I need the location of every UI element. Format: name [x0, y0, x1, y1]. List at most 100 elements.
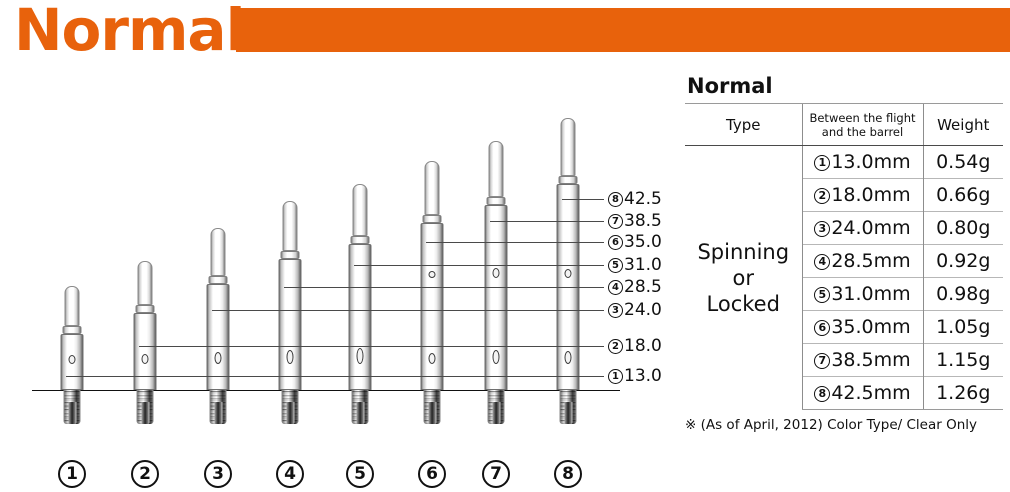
- measurement-value-5: 31.0: [624, 255, 662, 275]
- shaft-screw-thread: [136, 390, 154, 424]
- cell-length-5: 5 31.0mm: [801, 277, 923, 311]
- shaft-index-2: 2: [131, 460, 159, 488]
- table-row: 4 28.5mm 0.92g: [685, 244, 1003, 278]
- cell-length-1: 1 13.0mm: [801, 145, 923, 179]
- measurement-index-8: 8: [608, 191, 623, 207]
- shaft-body: [133, 313, 157, 390]
- column-header-between-line1: Between the flight: [809, 110, 916, 125]
- dart-shaft-6: [412, 161, 452, 424]
- column-header-between-line2: and the barrel: [821, 124, 904, 139]
- baseline-rule: [32, 390, 620, 391]
- shaft-flight-holder: [424, 161, 440, 215]
- measurement-index-5: 5: [608, 257, 623, 273]
- spec-table-panel: Normal Type Between the flight and the b…: [685, 74, 1005, 433]
- row-length-value-5: 31.0mm: [831, 283, 911, 305]
- leader-line-8: [562, 199, 604, 200]
- shaft-view-hole: [492, 350, 500, 364]
- measurement-value-1: 13.0: [624, 366, 662, 386]
- row-index-3: 3: [814, 221, 831, 237]
- dart-shaft-2: [125, 261, 165, 424]
- measurement-value-7: 38.5: [624, 211, 662, 231]
- shaft-flight-holder: [352, 184, 368, 236]
- measurement-index-4: 4: [608, 279, 623, 295]
- row-index-2: 2: [814, 188, 831, 204]
- shaft-index-3: 3: [204, 460, 232, 488]
- measurement-label-7: 7 38.5: [608, 210, 662, 232]
- row-index-4: 4: [814, 254, 831, 270]
- shaft-index-4: 4: [276, 460, 304, 488]
- spec-table: Type Between the flight and the barrel W…: [685, 103, 1003, 410]
- row-length-value-2: 18.0mm: [831, 184, 911, 206]
- leader-line-2: [139, 346, 604, 347]
- shaft-collar-ring: [422, 215, 442, 223]
- cell-length-7: 7 38.5mm: [801, 343, 923, 377]
- cell-length-2: 2 18.0mm: [801, 178, 923, 212]
- measurement-label-1: 1 13.0: [608, 365, 662, 387]
- shaft-view-hole: [286, 350, 294, 364]
- table-row: 5 31.0mm 0.98g: [685, 277, 1003, 311]
- row-length-value-1: 13.0mm: [831, 151, 911, 173]
- shaft-screw-thread: [559, 390, 577, 424]
- shaft-screw-thread: [487, 390, 505, 424]
- spec-table-footnote: ※ (As of April, 2012) Color Type/ Clear …: [685, 417, 977, 433]
- shaft-body: [206, 284, 230, 390]
- cell-type-value: Spinning or Locked: [685, 146, 802, 410]
- measurement-label-6: 6 35.0: [608, 231, 662, 253]
- column-header-type: Type: [685, 103, 802, 146]
- shaft-collar-ring: [62, 326, 82, 334]
- row-index-6: 6: [814, 320, 831, 336]
- type-value-line2: or: [732, 265, 754, 290]
- shaft-collar-ring: [280, 251, 300, 259]
- shaft-flight-holder: [282, 201, 298, 251]
- shaft-collar-ring: [350, 236, 370, 244]
- leader-line-1: [66, 376, 604, 377]
- shaft-screw-thread: [209, 390, 227, 424]
- cell-length-3: 3 24.0mm: [801, 211, 923, 245]
- row-length-value-8: 42.5mm: [831, 382, 911, 404]
- header-accent-bar: [236, 8, 1010, 52]
- shaft-view-hole: [141, 354, 149, 364]
- measurement-value-2: 18.0: [624, 336, 662, 356]
- cell-weight-6: 1.05g: [922, 310, 1003, 344]
- table-row: 6 35.0mm 1.05g: [685, 310, 1003, 344]
- dart-shaft-3: [198, 228, 238, 424]
- page-header: Normal: [0, 0, 1010, 64]
- spec-table-head: Type Between the flight and the barrel W…: [685, 103, 1003, 146]
- measurement-index-1: 1: [608, 368, 623, 384]
- shaft-view-hole: [68, 355, 76, 364]
- column-header-between: Between the flight and the barrel: [801, 103, 923, 146]
- shaft-index-8: 8: [554, 460, 582, 488]
- leader-line-6: [426, 242, 604, 243]
- shaft-view-hole: [564, 351, 572, 364]
- shaft-flight-holder: [488, 141, 504, 197]
- dart-shaft-5: [340, 184, 380, 424]
- shaft-index-5: 5: [346, 460, 374, 488]
- column-header-weight: Weight: [922, 103, 1003, 146]
- cell-weight-4: 0.92g: [922, 244, 1003, 278]
- measurement-label-8: 8 42.5: [608, 188, 662, 210]
- shaft-view-hole-upper: [492, 268, 500, 278]
- type-value-line1: Spinning: [697, 239, 790, 264]
- shaft-collar-ring: [558, 176, 578, 184]
- measurement-value-3: 24.0: [624, 300, 662, 320]
- table-row: 7 38.5mm 1.15g: [685, 343, 1003, 377]
- measurement-label-5: 5 31.0: [608, 254, 662, 276]
- shaft-collar-ring: [208, 276, 228, 284]
- row-index-7: 7: [814, 353, 831, 369]
- measurement-label-4: 4 28.5: [608, 276, 662, 298]
- page-title: Normal: [14, 0, 245, 64]
- leader-line-3: [212, 310, 604, 311]
- measurement-index-2: 2: [608, 338, 623, 354]
- table-row: Spinning or Locked 1 13.0mm 0.54g: [685, 145, 1003, 316]
- cell-weight-7: 1.15g: [922, 343, 1003, 377]
- cell-weight-2: 0.66g: [922, 178, 1003, 212]
- measurement-index-6: 6: [608, 234, 623, 250]
- shaft-flight-holder: [64, 286, 80, 326]
- row-length-value-7: 38.5mm: [831, 349, 911, 371]
- shaft-view-hole-upper: [428, 271, 436, 278]
- shaft-collar-ring: [486, 197, 506, 205]
- row-length-value-3: 24.0mm: [831, 217, 911, 239]
- shaft-index-1: 1: [58, 460, 86, 488]
- row-index-1: 1: [814, 155, 831, 171]
- measurement-value-6: 35.0: [624, 232, 662, 252]
